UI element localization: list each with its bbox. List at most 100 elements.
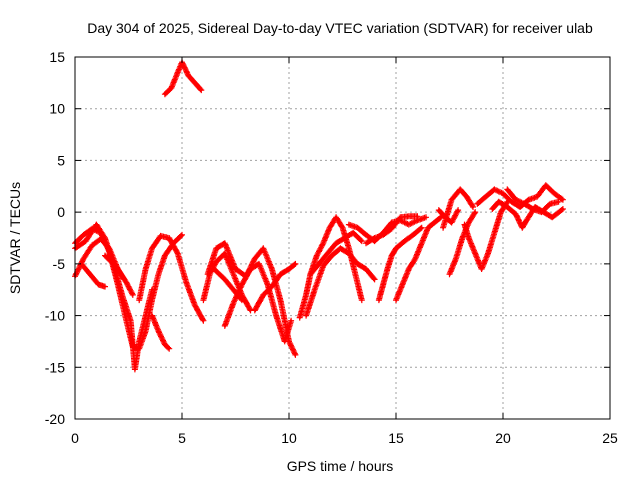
data-point [294,353,297,357]
data-point [167,236,171,240]
y-tick-label: -20 [45,411,65,427]
data-point [144,329,147,333]
data-point [557,200,560,203]
data-point [232,288,235,291]
y-tick-label: 5 [57,152,65,168]
data-point [339,247,342,250]
data-point [373,236,376,240]
data-point [253,257,256,260]
data-point [561,198,565,201]
y-tick-label: 0 [57,204,65,220]
data-point [240,293,244,297]
data-point [309,273,312,276]
data-point [473,252,477,255]
data-point [399,216,402,219]
data-point [257,262,261,266]
data-point [364,241,368,245]
data-point [315,254,319,257]
series-arc-19 [375,224,425,304]
series-arc-21 [440,186,476,231]
data-point [131,293,134,297]
data-point [414,257,417,260]
data-point [525,219,528,222]
data-point [253,309,256,312]
data-point [506,188,509,191]
data-point [322,241,325,245]
data-point [328,226,331,229]
data-point [352,231,355,235]
data-point [493,188,496,191]
data-point [471,205,475,209]
data-point [274,314,278,317]
data-point [144,314,147,317]
series-arc-24 [461,198,511,272]
data-point [390,221,393,224]
data-point [480,267,483,271]
x-tick-label: 10 [281,430,297,446]
y-tick-label: -5 [53,256,66,272]
data-point [527,198,530,201]
data-point [313,288,316,291]
data-point [138,340,141,343]
data-point [364,233,368,237]
y-tick-label: 15 [49,49,65,65]
data-point [484,195,488,198]
data-point [461,236,464,240]
data-point [420,226,423,229]
data-point [279,273,282,276]
data-point [536,195,539,198]
data-point [450,221,453,224]
data-point [317,262,321,266]
data-point [463,223,466,226]
data-point [521,226,524,229]
series-arc-13 [251,260,299,314]
data-point [232,301,235,305]
data-point [381,233,385,237]
data-point [499,210,503,214]
data-point [283,340,286,343]
series-arc-18 [363,213,421,247]
series-arc-3 [72,221,155,373]
series-arc-23 [435,207,462,226]
data-point [294,262,297,266]
data-point [386,267,389,271]
data-point [215,260,218,263]
x-tick-label: 20 [495,430,511,446]
data-point [561,207,565,211]
series-markers [149,312,173,352]
data-point [411,233,415,237]
series-arc-6 [136,232,207,324]
data-point [491,207,494,211]
series-markers [161,59,205,98]
data-point [407,267,411,271]
data-point [330,254,333,257]
plot-frame [74,56,611,420]
series-arc-11 [211,266,245,304]
data-point [99,237,102,241]
data-point [553,192,556,195]
data-point [90,244,94,247]
data-point [279,298,282,302]
x-tick-label: 0 [71,430,79,446]
data-point [394,247,398,250]
data-point [548,202,552,206]
data-point [80,262,83,266]
data-point [356,262,359,266]
data-point [138,298,141,302]
data-point [97,283,100,286]
data-point [523,202,526,206]
data-point [144,267,147,271]
data-point [334,241,338,245]
data-point [433,221,436,224]
data-point [287,340,291,343]
data-point [456,208,460,212]
data-point [510,200,513,203]
data-point [270,285,274,288]
data-point [322,264,325,268]
data-point [360,239,363,243]
data-point [493,231,496,235]
data-point [450,198,453,201]
data-point [176,252,179,255]
series-arc-20 [393,214,444,304]
data-point [240,283,244,286]
